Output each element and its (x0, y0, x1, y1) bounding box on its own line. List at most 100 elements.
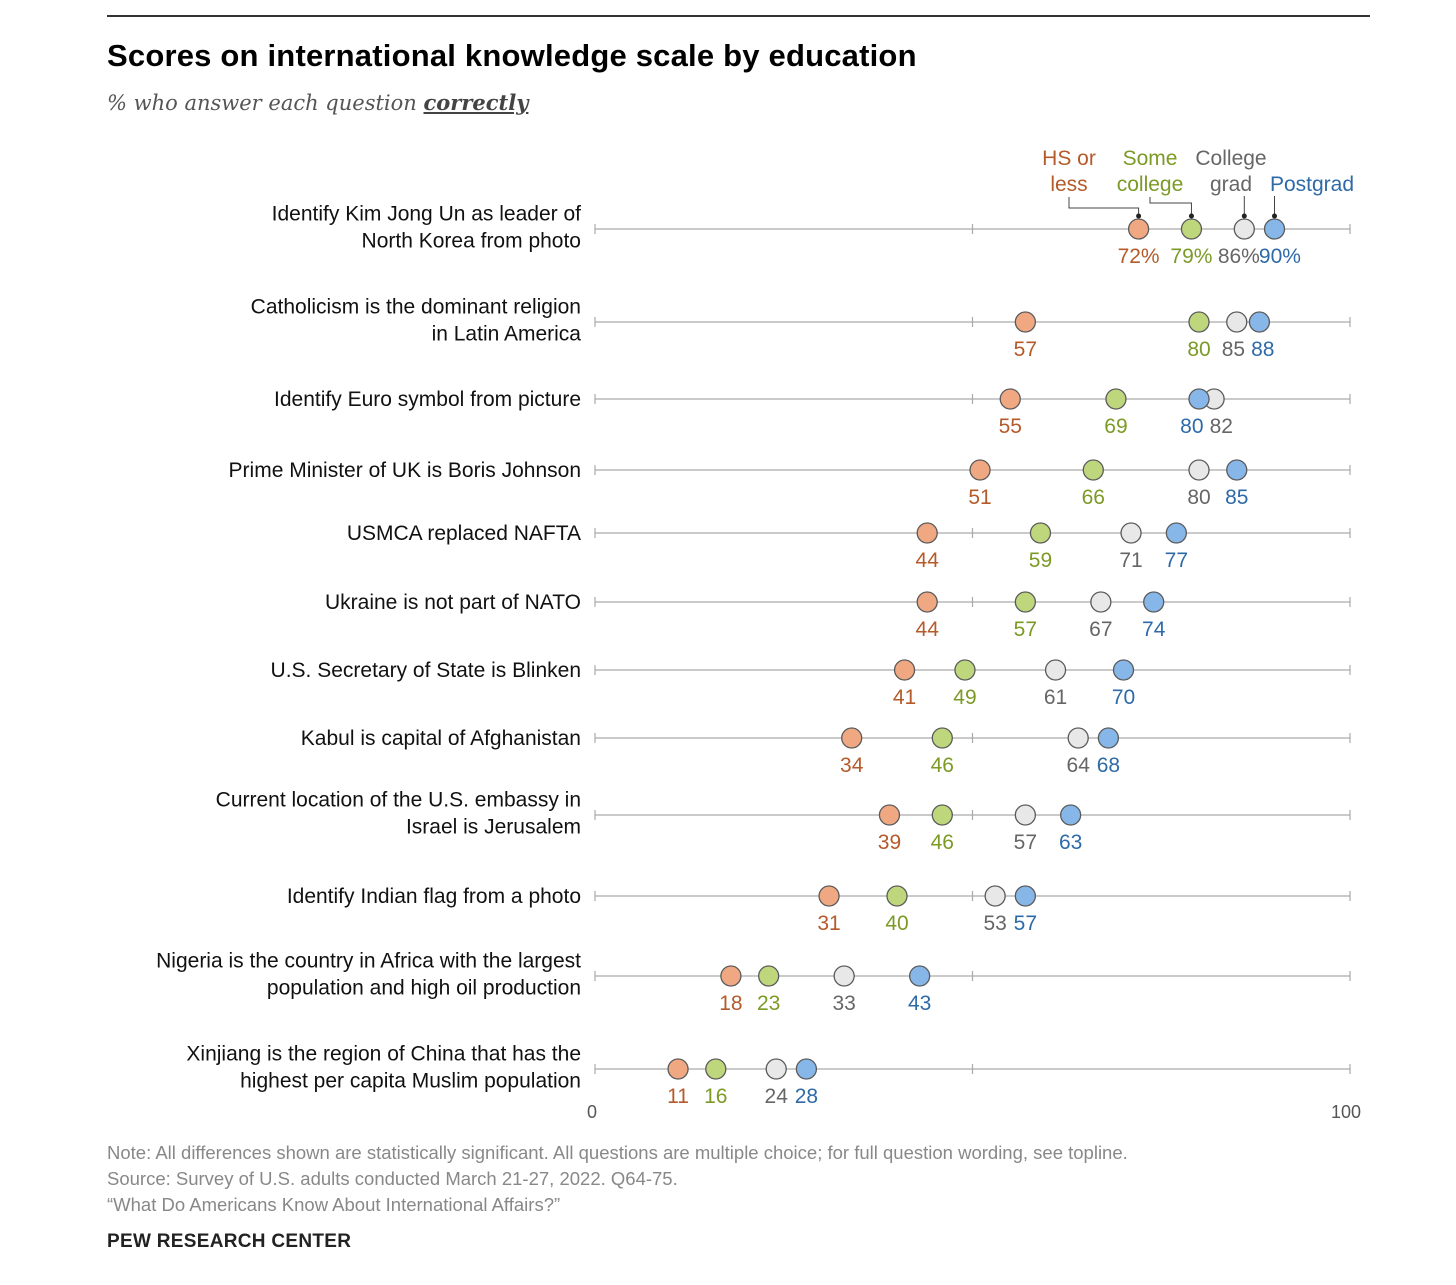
dot-college-grad (1014, 804, 1036, 826)
dot-some-college (1029, 522, 1052, 544)
value-label-hs-or-less: 11 (667, 1085, 689, 1108)
value-label-hs-or-less: 34 (840, 754, 864, 777)
question-label: Ukraine is not part of NATO (325, 591, 581, 614)
legend-label-2: grad (1210, 173, 1252, 196)
x-tick-label: 100 (1331, 1102, 1361, 1122)
dot-some-college (931, 804, 953, 826)
value-label-hs-or-less: 44 (916, 549, 940, 572)
dot-hs-or-less (720, 965, 742, 987)
value-label-some-college: 69 (1104, 415, 1127, 438)
question-label: Identify Indian flag from a photo (287, 885, 581, 908)
note-text: Note: All differences shown are statisti… (107, 1142, 1128, 1163)
legend-label-3: Postgrad (1270, 173, 1354, 196)
dot-postgrad (1188, 388, 1210, 410)
chart-subtitle: % who answer each question correctly (107, 90, 528, 115)
legend-leader-1 (1149, 197, 1192, 216)
dot-postgrad (795, 1058, 818, 1080)
legend-leader-dot-1 (1188, 213, 1194, 219)
value-label-postgrad: 85 (1225, 486, 1248, 509)
value-label-college-grad: 80 (1187, 486, 1210, 509)
legend-leader-dot-3 (1272, 213, 1277, 219)
value-label-college-grad: 86% (1218, 245, 1260, 268)
dot-college-grad (765, 1058, 787, 1080)
value-label-some-college: 79% (1170, 245, 1212, 268)
dot-hs-or-less (1014, 311, 1036, 333)
value-label-college-grad: 67 (1089, 618, 1112, 641)
dot-some-college (931, 727, 953, 749)
dot-postgrad (1263, 218, 1286, 240)
dot-hs-or-less (916, 522, 938, 544)
dot-some-college (1105, 388, 1127, 410)
value-label-postgrad: 28 (795, 1085, 818, 1108)
x-tick-label: 0 (587, 1102, 597, 1122)
question-label: Nigeria is the country in Africa with th… (156, 950, 581, 973)
dot-some-college (1180, 218, 1203, 240)
question-label: North Korea from photo (362, 230, 581, 253)
question-label: Current location of the U.S. embassy in (216, 789, 581, 812)
dot-postgrad (1097, 727, 1120, 749)
value-label-postgrad: 57 (1014, 912, 1037, 935)
value-label-college-grad: 57 (1014, 831, 1037, 854)
chart-title: Scores on international knowledge scale … (107, 38, 917, 73)
dot-college-grad (1090, 591, 1112, 613)
dot-hs-or-less (969, 459, 991, 481)
question-label: in Latin America (432, 323, 582, 346)
value-label-college-grad: 71 (1119, 549, 1142, 572)
dot-some-college (705, 1058, 727, 1080)
value-label-hs-or-less: 39 (878, 831, 901, 854)
value-label-postgrad: 88 (1251, 338, 1274, 361)
value-label-hs-or-less: 72% (1118, 245, 1160, 268)
dot-postgrad (1014, 885, 1036, 907)
dot-hs-or-less (841, 727, 863, 749)
top-rule (107, 15, 1370, 17)
value-label-college-grad: 82 (1210, 415, 1233, 438)
dot-college-grad (833, 965, 855, 987)
dot-postgrad (1226, 459, 1248, 481)
value-label-hs-or-less: 44 (916, 618, 940, 641)
question-label: Israel is Jerusalem (406, 816, 581, 839)
dot-some-college (758, 965, 780, 987)
value-label-postgrad: 77 (1165, 549, 1188, 572)
dot-college-grad (1233, 218, 1255, 240)
legend-label-1: Some (1123, 147, 1178, 170)
dot-postgrad (1143, 591, 1165, 613)
question-label: Prime Minister of UK is Boris Johnson (229, 459, 581, 482)
value-label-some-college: 57 (1014, 618, 1037, 641)
dot-postgrad (1112, 659, 1135, 681)
value-label-hs-or-less: 31 (817, 912, 840, 935)
dot-some-college (954, 659, 976, 681)
question-label: highest per capita Muslim population (240, 1070, 581, 1093)
dot-postgrad (1060, 804, 1082, 826)
value-label-college-grad: 61 (1044, 686, 1067, 709)
value-label-postgrad: 43 (908, 992, 931, 1015)
value-label-postgrad: 70 (1112, 686, 1135, 709)
source-text: Source: Survey of U.S. adults conducted … (107, 1168, 678, 1189)
value-label-some-college: 59 (1029, 549, 1052, 572)
question-label: U.S. Secretary of State is Blinken (271, 659, 581, 682)
dot-hs-or-less (667, 1058, 689, 1080)
legend-leader-dot-0 (1136, 213, 1142, 219)
value-label-hs-or-less: 41 (893, 686, 916, 709)
legend-label-1: college (1117, 173, 1184, 196)
value-label-some-college: 46 (931, 754, 954, 777)
value-label-some-college: 49 (953, 686, 976, 709)
dot-postgrad (909, 965, 931, 987)
dot-college-grad (1188, 459, 1210, 481)
dot-hs-or-less (916, 591, 938, 613)
dot-some-college (886, 885, 908, 907)
value-label-some-college: 16 (704, 1085, 727, 1108)
dot-college-grad (1226, 311, 1248, 333)
value-label-some-college: 23 (757, 992, 780, 1015)
value-label-hs-or-less: 18 (719, 992, 742, 1015)
dot-hs-or-less (818, 885, 840, 907)
question-label: population and high oil production (267, 977, 581, 1000)
dot-hs-or-less (893, 659, 916, 681)
legend-leader-0 (1068, 197, 1140, 216)
value-label-college-grad: 24 (765, 1085, 789, 1108)
dot-some-college (1014, 591, 1036, 613)
dot-some-college (1082, 459, 1104, 481)
dot-plot: HS or less Some college College grad Postgrad I… (156, 147, 1361, 1122)
dot-hs-or-less (1127, 218, 1150, 240)
value-label-hs-or-less: 51 (968, 486, 991, 509)
value-label-postgrad: 63 (1059, 831, 1082, 854)
